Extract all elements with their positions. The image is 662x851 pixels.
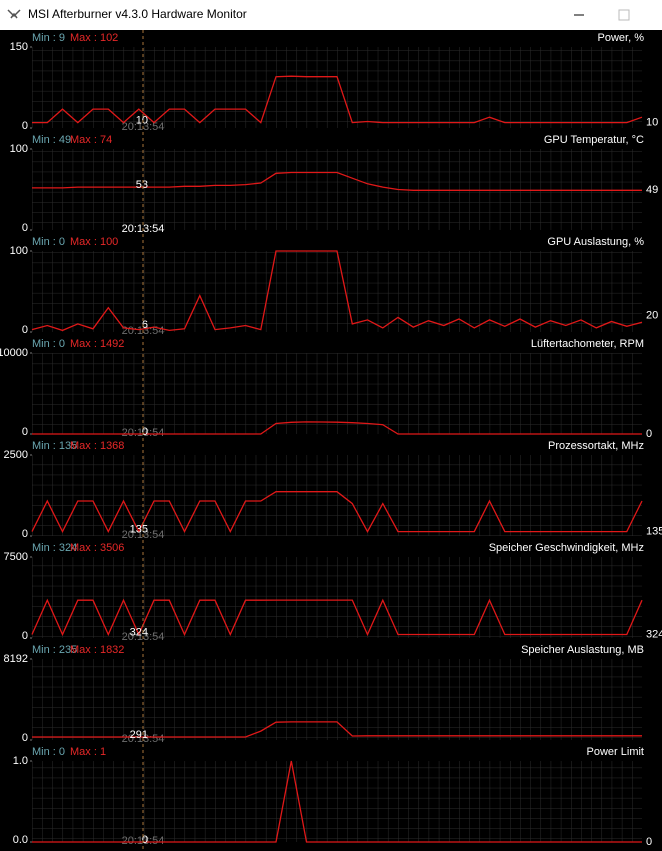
current-value: 135 xyxy=(646,526,662,538)
window-title: MSI Afterburner v4.3.0 Hardware Monitor xyxy=(28,7,247,21)
max-label: Max : 1368 xyxy=(70,440,124,452)
cursor-value: 0 xyxy=(142,834,148,846)
min-label: Min : 0 xyxy=(32,746,65,758)
y-tick-label: 0 xyxy=(22,528,28,540)
y-tick-label: 0 xyxy=(22,222,28,234)
current-value: 20 xyxy=(646,310,658,322)
y-tick-label: 10000 xyxy=(0,347,28,359)
max-label: Max : 1832 xyxy=(70,644,124,656)
y-tick-label: 1.0 xyxy=(13,755,28,767)
y-tick-label: 2500 xyxy=(4,449,28,461)
title-bar xyxy=(0,0,662,30)
panel-name: Lüftertachometer, RPM xyxy=(531,338,644,350)
min-label: Min : 9 xyxy=(32,32,65,44)
y-tick-label: 100 xyxy=(10,245,28,257)
current-value: 0 xyxy=(646,836,652,848)
y-tick-label: 0 xyxy=(22,732,28,744)
panel-name: GPU Temperatur, °C xyxy=(544,134,644,146)
min-label: Min : 0 xyxy=(32,236,65,248)
y-tick-label: 100 xyxy=(10,143,28,155)
cursor-value: 53 xyxy=(136,179,148,191)
current-value: 324 xyxy=(646,628,662,640)
current-value: 0 xyxy=(646,428,652,440)
grid xyxy=(32,149,642,230)
panel-name: Speicher Auslastung, MB xyxy=(521,644,644,656)
current-value: 10 xyxy=(646,117,658,129)
trace xyxy=(32,75,643,124)
grid xyxy=(32,251,642,332)
cursor-value: 324 xyxy=(130,626,148,638)
y-tick-label: 7500 xyxy=(4,551,28,563)
grid xyxy=(32,353,642,434)
min-label: Min : 0 xyxy=(32,338,65,350)
cursor-value: 6 xyxy=(142,319,148,331)
max-label: Max : 3506 xyxy=(70,542,124,554)
panel-name: Power Limit xyxy=(587,746,644,758)
max-label: Max : 1492 xyxy=(70,338,124,350)
panel-name: Prozessortakt, MHz xyxy=(548,440,644,452)
grid xyxy=(32,455,642,536)
grid xyxy=(32,659,642,740)
min-label: Min : 135 xyxy=(32,440,77,452)
y-tick-label: 0 xyxy=(22,324,28,336)
trace xyxy=(32,421,642,435)
y-tick-label: 0 xyxy=(22,120,28,132)
max-label: Max : 74 xyxy=(70,134,112,146)
trace xyxy=(32,760,642,843)
y-tick-label: 0 xyxy=(22,426,28,438)
cursor-value: 0 xyxy=(142,426,148,438)
app-icon xyxy=(7,9,21,19)
grid xyxy=(32,557,642,638)
trace xyxy=(32,721,642,738)
panel-name: GPU Auslastung, % xyxy=(547,236,644,248)
max-label: Max : 100 xyxy=(70,236,118,248)
cursor-value: 135 xyxy=(130,524,148,536)
max-label: Max : 1 xyxy=(70,746,106,758)
cursor-value: 291 xyxy=(130,729,148,741)
min-label: Min : 235 xyxy=(32,644,77,656)
y-tick-label: 0.0 xyxy=(13,834,28,846)
panel-name: Power, % xyxy=(598,32,645,44)
y-tick-label: 0 xyxy=(22,630,28,642)
min-label: Min : 324 xyxy=(32,542,77,554)
panel-name: Speicher Geschwindigkeit, MHz xyxy=(489,542,644,554)
trace xyxy=(32,171,642,191)
current-value: 49 xyxy=(646,184,658,196)
trace xyxy=(31,598,643,637)
maximize-button[interactable] xyxy=(618,9,630,21)
grid xyxy=(32,761,642,842)
min-label: Min : 49 xyxy=(32,134,71,146)
y-tick-label: 150 xyxy=(10,41,28,53)
cursor-value: 10 xyxy=(136,115,148,127)
trace xyxy=(31,491,643,534)
grid xyxy=(32,47,642,128)
max-label: Max : 102 xyxy=(70,32,118,44)
trace xyxy=(31,250,643,332)
y-tick-label: 8192 xyxy=(4,653,28,665)
